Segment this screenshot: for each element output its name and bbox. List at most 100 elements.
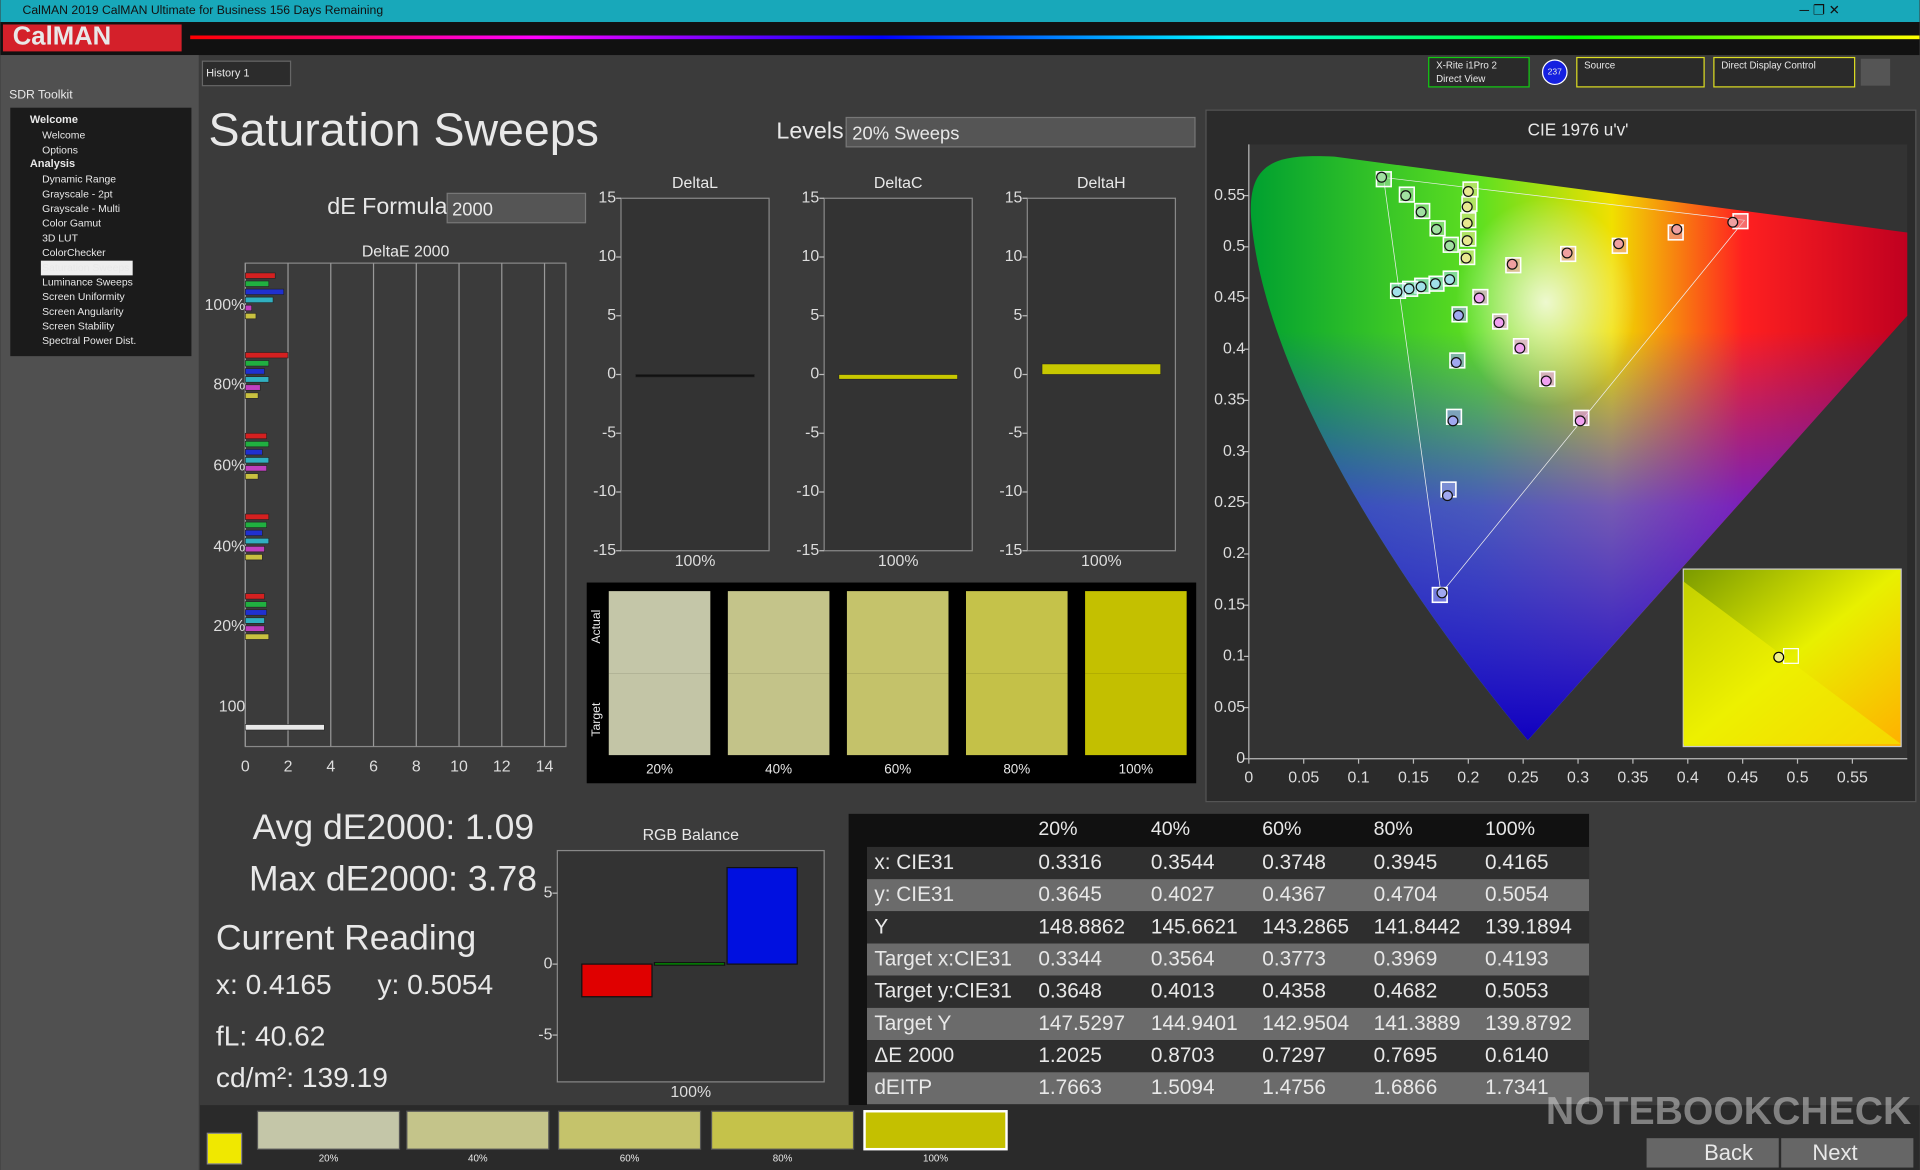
table-cell: 1.6866 (1374, 1076, 1438, 1099)
actual-point (1415, 281, 1427, 293)
meter-mode[interactable]: Direct View (1436, 74, 1486, 85)
source-label[interactable]: Source (1584, 61, 1615, 72)
actual-point (1561, 247, 1573, 259)
thumbnail[interactable] (557, 1110, 702, 1150)
tree-item[interactable]: Saturation Sweeps (42, 263, 129, 274)
window-controls[interactable]: ─ ❐ ✕ (1799, 3, 1840, 18)
tree-item[interactable]: Luminance Sweeps (42, 277, 133, 288)
table-cell: 0.4682 (1374, 980, 1438, 1003)
x-tick-label: 0.3 (1567, 770, 1589, 787)
row-label: dEITP (874, 1076, 932, 1099)
x-tick-label: 100% (675, 553, 716, 570)
thumbnail-label[interactable]: 100% (923, 1154, 948, 1165)
levels-dropdown[interactable] (845, 116, 1196, 148)
bar (244, 432, 267, 440)
target-label: Target (589, 702, 603, 737)
bar (244, 724, 325, 731)
tree-item[interactable]: Spectral Power Dist. (42, 336, 136, 347)
tree-selection (40, 260, 133, 276)
y-tick-label: -15 (999, 542, 1022, 559)
x-tick-label: 0.45 (1727, 770, 1758, 787)
table-cell: 0.4193 (1485, 947, 1549, 970)
y-tick-label: -10 (593, 483, 616, 500)
bar (244, 296, 274, 303)
logo[interactable]: CalMAN (13, 23, 111, 51)
thumbnail-label[interactable]: 60% (620, 1154, 640, 1165)
table-cell: 0.5054 (1485, 883, 1549, 906)
current-fl: fL: 40.62 (216, 1020, 325, 1051)
bar (838, 374, 958, 380)
levels-value[interactable]: 20% Sweeps (852, 122, 959, 143)
y-tick-label: 0.55 (1214, 187, 1245, 204)
thumbnail[interactable] (256, 1110, 401, 1150)
bar (244, 633, 270, 640)
tab[interactable] (201, 60, 292, 87)
meter-badge-text[interactable]: 237 (1548, 66, 1563, 76)
display-label[interactable]: Direct Display Control (1721, 61, 1816, 72)
tree-item[interactable]: Welcome (42, 131, 85, 142)
meter-name[interactable]: X-Rite i1Pro 2 (1436, 61, 1497, 72)
tree-group[interactable]: Welcome (30, 114, 78, 126)
bar (244, 272, 276, 279)
table-cell: 1.2025 (1038, 1044, 1102, 1067)
column-header: 80% (1374, 818, 1413, 840)
levels-label: Levels: (776, 117, 850, 143)
thumbnail-label[interactable]: 20% (319, 1154, 339, 1165)
logo-box[interactable] (2, 24, 182, 52)
tree-item[interactable]: Options (42, 145, 78, 156)
bar (244, 449, 263, 456)
swatch-label: 60% (884, 761, 911, 776)
thumbnail-label[interactable]: 40% (468, 1154, 488, 1165)
settings-button[interactable] (1860, 58, 1891, 86)
table-row (866, 975, 1590, 1008)
rainbow-line (190, 35, 1920, 40)
bar (244, 376, 270, 383)
x-tick-label: 0.25 (1508, 770, 1539, 787)
bar (244, 617, 265, 624)
table-cell: 143.2865 (1262, 915, 1349, 938)
next-label[interactable]: Next (1812, 1140, 1857, 1165)
meter-button[interactable] (1428, 56, 1530, 88)
display-button[interactable] (1713, 56, 1856, 88)
tree-item[interactable]: Screen Angularity (42, 307, 124, 318)
x-tick-label: 0 (241, 759, 250, 776)
swatch-target (727, 673, 830, 756)
tree-item[interactable]: Screen Uniformity (42, 292, 125, 303)
tree-item[interactable]: Color Gamut (42, 219, 101, 230)
source-button[interactable] (1576, 56, 1705, 88)
actual-point (1671, 223, 1683, 235)
actual-point (1461, 201, 1473, 213)
back-button[interactable] (1646, 1138, 1779, 1168)
y-tick-label: -5 (602, 424, 616, 441)
bar (244, 529, 263, 536)
thumbnail[interactable] (406, 1110, 550, 1150)
tab-label[interactable]: History 1 (206, 67, 249, 79)
tree-item[interactable]: Grayscale - Multi (42, 204, 120, 215)
actual-point (1452, 309, 1464, 321)
tree-group[interactable]: Analysis (30, 158, 75, 170)
bar (244, 465, 267, 472)
back-label[interactable]: Back (1704, 1140, 1754, 1165)
tree-item[interactable]: Screen Stability (42, 322, 115, 333)
meter-badge[interactable] (1541, 59, 1568, 86)
chart-title: DeltaE 2000 (362, 243, 450, 260)
tree-item[interactable]: Grayscale - 2pt (42, 189, 113, 200)
thumbnail[interactable] (863, 1110, 1008, 1151)
bar (244, 280, 270, 287)
thumbnail[interactable] (710, 1110, 855, 1150)
tree-panel (10, 107, 192, 357)
tree-item[interactable]: 3D LUT (42, 233, 78, 244)
actual-point (1514, 342, 1526, 354)
next-button[interactable] (1781, 1138, 1914, 1168)
bar (244, 609, 267, 616)
formula-value[interactable]: 2000 (452, 198, 493, 219)
thumbnail-label[interactable]: 80% (773, 1154, 793, 1165)
x-tick-label: 4 (326, 759, 335, 776)
y-tick-label: -5 (805, 424, 819, 441)
table-cell: 0.3748 (1262, 851, 1326, 874)
x-tick-label: 0.05 (1288, 770, 1319, 787)
tree-item[interactable]: ColorChecker (42, 248, 106, 259)
tree-item[interactable]: Dynamic Range (42, 175, 116, 186)
formula-dropdown[interactable] (446, 192, 587, 224)
table-cell: 0.8703 (1151, 1044, 1215, 1067)
